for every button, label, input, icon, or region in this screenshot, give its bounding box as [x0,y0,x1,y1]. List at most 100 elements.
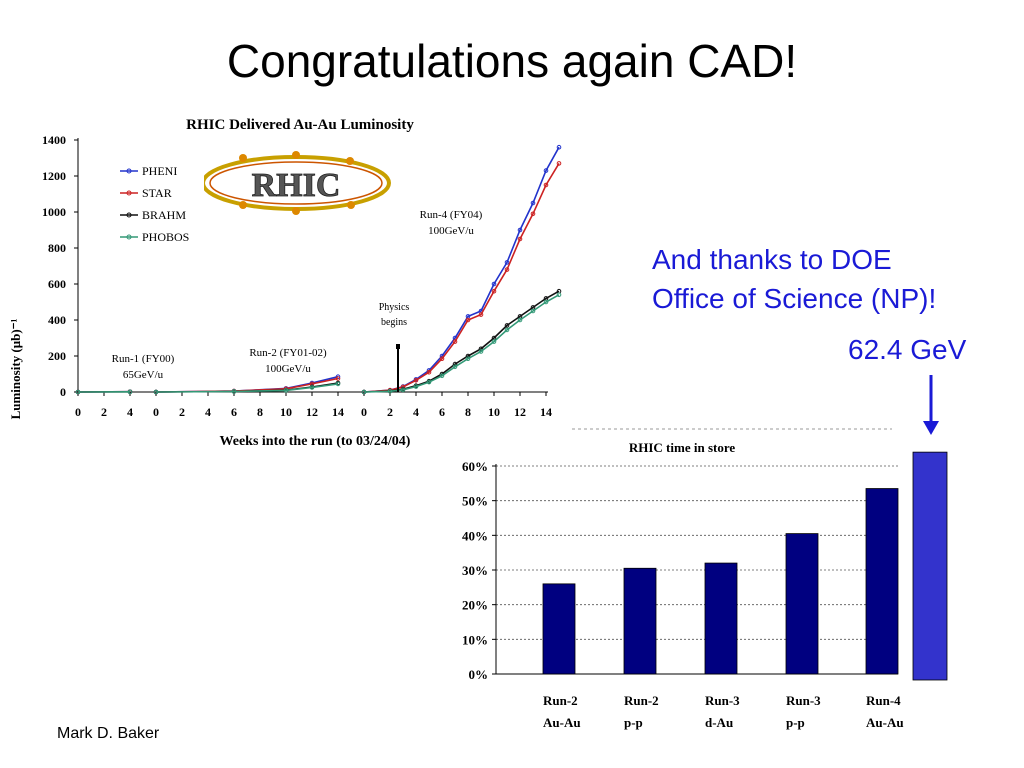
legend-marker [126,234,132,240]
store-chart-title: RHIC time in store [629,440,736,455]
lum-data-point [530,211,536,217]
lum-data-point [153,389,159,395]
legend-label: PHENI [142,164,177,178]
store-category-label-line1: Run-2 [543,693,578,708]
lum-x-tick-label: 4 [205,405,211,419]
lum-data-point [465,356,471,361]
lum-data-point [426,369,432,375]
lum-y-tick-label: 1400 [42,133,66,147]
lum-data-point [452,339,458,344]
run1-annotation-line2: 65GeV/u [123,369,164,381]
lum-x-tick-label: 14 [332,405,344,419]
lum-x-tick-label: 6 [231,405,237,419]
thanks-text: And thanks to DOE Office of Science (NP)… [652,240,936,318]
lum-data-point [387,388,393,394]
store-y-tick-label: 60% [462,459,488,474]
lum-series-line [155,383,339,393]
lum-data-point [361,389,367,395]
thanks-line-1: And thanks to DOE [652,244,892,275]
lum-data-point [335,381,341,387]
lum-series-line [363,162,560,393]
run2-annotation-line2: 100GeV/u [265,363,311,375]
lum-data-point [426,379,432,385]
lum-data-point [543,182,549,188]
store-category-label-line1: Run-3 [705,693,740,708]
lum-data-point [413,384,419,389]
lum-x-tick-label: 12 [306,405,318,419]
lum-data-point [400,387,406,393]
lum-data-point [439,356,445,361]
time-in-store-chart: RHIC time in store 0% 10% 20% 30% 40% 50% 60% R… [462,428,948,730]
lum-y-axis-label: Luminosity (μb)⁻¹ [8,318,23,419]
store-y-tick-label: 50% [462,494,488,509]
lum-y-tick-label: 200 [48,349,66,363]
legend-marker [126,168,132,174]
store-y-tick-label: 20% [462,598,488,613]
lum-data-point [465,317,471,323]
lum-data-point [335,376,341,381]
legend-clip [190,159,204,254]
lum-y-tick-label: 400 [48,313,66,327]
lum-x-tick-label: 12 [514,405,526,419]
store-y-tick-label: 0% [469,667,489,682]
run4-annotation-line2: 100GeV/u [428,225,474,237]
lum-data-point [556,161,562,166]
store-y-tick-label: 30% [462,563,488,578]
lum-x-tick-label: 6 [439,405,445,419]
lum-data-point [517,317,523,323]
lum-data-point [556,144,562,150]
lum-data-point [491,288,497,294]
lum-legend: PHENI STAR BRAHM PHOBOS [120,159,204,254]
lum-data-point [491,281,497,287]
legend-marker [126,212,132,218]
lum-data-point [309,385,315,390]
lum-x-tick-label: 8 [257,405,263,419]
lum-x-tick-label: 4 [127,405,133,419]
lum-data-point [478,312,484,317]
store-category-label-line1: Run-2 [624,693,659,708]
lum-x-tick-label: 2 [179,405,185,419]
lum-data-point [530,308,536,314]
lum-series-line [363,146,560,393]
lum-data-point [439,373,445,379]
legend-label: STAR [142,186,172,200]
store-bar [785,533,819,675]
lum-data-point [517,227,523,233]
lum-data-point [413,378,419,383]
run4-annotation-line1: Run-4 (FY04) [420,209,483,221]
store-category-label-line1: Run-3 [786,693,821,708]
legend-label: PHOBOS [142,230,189,244]
lum-chart-title: RHIC Delivered Au-Au Luminosity [186,117,414,133]
lum-x-tick-label: 2 [101,405,107,419]
lum-data-point [452,364,458,370]
store-y-tick-label: 10% [462,632,488,647]
store-bar [542,583,576,675]
store-bar [865,488,899,675]
lum-x-tick-label: 4 [413,405,419,419]
lum-data-point [127,389,133,395]
store-category-label-line2: Au-Au [866,715,904,730]
store-category-label-line2: p-p [786,715,805,730]
physics-begins-marker-dot [396,344,400,349]
gev-label: 62.4 GeV [848,334,967,365]
legend-marker [126,190,132,196]
lum-data-point [504,260,510,265]
store-category-label-line1: Run-4 [866,693,901,708]
lum-x-tick-label: 8 [465,405,471,419]
run2-annotation-line1: Run-2 (FY01-02) [249,347,327,359]
lum-data-point [504,323,510,328]
store-bar [704,562,738,675]
lum-y-tick-label: 1000 [42,205,66,219]
rhic-logo-text: RHIC [252,167,341,204]
lum-data-point [517,236,523,242]
luminosity-chart: RHIC Delivered Au-Au Luminosity Luminosi… [8,117,562,449]
store-y-tick-label: 40% [462,528,488,543]
lum-y-tick-label: 600 [48,277,66,291]
lum-data-point [478,349,484,354]
thanks-line-2: Office of Science (NP)! [652,283,937,314]
lum-data-point [283,388,289,393]
slide-title: Congratulations again CAD! [226,35,798,87]
lum-data-point [530,200,536,206]
lum-x-tick-label: 0 [153,405,159,419]
lum-data-point [543,168,549,173]
